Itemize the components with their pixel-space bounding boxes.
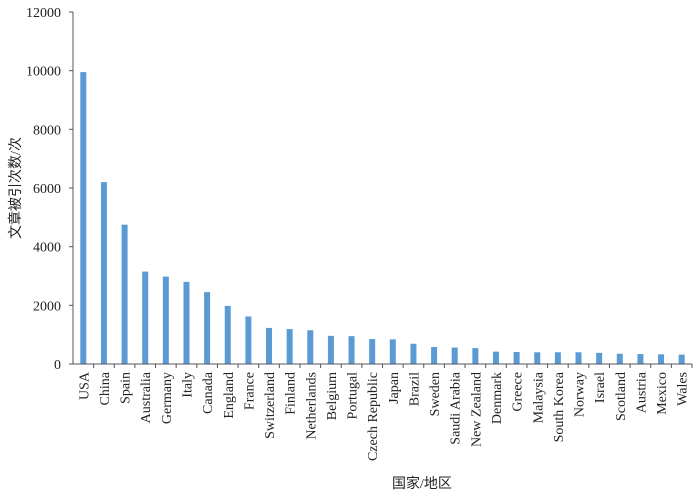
y-axis-label: 文章被引次数/次 [7, 137, 24, 239]
bar-czech-republic [369, 339, 376, 364]
y-axis: 0 2000 4000 6000 8000 10000 12000 [26, 6, 74, 373]
x-tick-label: England [222, 372, 237, 419]
bar-china [100, 182, 107, 364]
y-tick-label: 2000 [33, 299, 61, 314]
x-tick-label: Mexico [655, 372, 670, 415]
x-tick-label: Germany [160, 372, 175, 424]
y-tick-label: 8000 [33, 123, 61, 138]
bar-wales [678, 354, 685, 364]
x-tick-label: Finland [284, 372, 299, 415]
bar-south-korea [554, 352, 561, 364]
x-tick-label: Sweden [428, 372, 443, 416]
x-tick-label: Spain [119, 372, 134, 404]
y-tick-label: 0 [54, 358, 61, 373]
bar-austria [637, 354, 644, 364]
x-tick-label: Brazil [407, 372, 422, 406]
x-tick-label: Canada [201, 371, 216, 414]
bar-belgium [327, 335, 334, 364]
bar-brazil [410, 343, 417, 364]
bar-malaysia [534, 352, 541, 364]
x-tick-label: Italy [180, 372, 195, 398]
x-tick-label: Australia [139, 371, 154, 423]
x-tick-label: Norway [573, 372, 588, 417]
x-tick-label: China [98, 371, 113, 405]
x-tick-label: Scotland [614, 372, 629, 421]
y-tick-label: 10000 [26, 65, 61, 80]
bar-japan [389, 339, 396, 364]
bar-greece [513, 351, 520, 364]
bar-france [245, 316, 252, 364]
bar-mexico [658, 354, 665, 364]
x-tick-label: France [242, 372, 257, 410]
bar-netherlands [307, 330, 314, 364]
x-tick-label: Switzerland [263, 372, 278, 439]
x-tick-label: South Korea [552, 371, 567, 442]
x-axis: USA China Spain Australia Germany Italy Canada… [73, 363, 693, 461]
bar-portugal [348, 336, 355, 364]
x-tick-label: Saudi Arabia [449, 371, 464, 444]
bar-sweden [431, 346, 438, 364]
bar-saudi-arabia [451, 347, 458, 364]
bar-spain [121, 224, 128, 364]
bar-usa [80, 72, 87, 364]
x-tick-label: Israel [593, 372, 608, 403]
bars [80, 72, 685, 364]
y-tick-label: 4000 [33, 241, 61, 256]
bar-finland [286, 329, 293, 364]
x-tick-label: Netherlands [304, 372, 319, 440]
bar-norway [575, 352, 582, 364]
x-tick-label: Greece [511, 372, 526, 412]
bar-scotland [616, 353, 623, 364]
bar-denmark [492, 351, 499, 364]
bar-italy [183, 281, 190, 364]
x-tick-label: Czech Republic [366, 372, 381, 461]
x-tick-label: Malaysia [531, 371, 546, 423]
x-tick-label: Austria [634, 371, 649, 413]
bar-new-zealand [472, 348, 479, 364]
x-tick-label: Portugal [346, 372, 361, 420]
x-axis-label: 国家/地区 [392, 475, 452, 492]
bar-switzerland [266, 327, 273, 364]
bar-canada [204, 292, 211, 364]
x-tick-label: Wales [676, 372, 691, 406]
x-tick-label: Japan [387, 372, 402, 404]
y-tick-label: 12000 [26, 6, 61, 21]
bar-england [224, 305, 231, 364]
bar-australia [142, 271, 149, 364]
x-tick-label: USA [77, 371, 92, 400]
x-tick-label: New Zealand [469, 372, 484, 447]
y-tick-label: 6000 [33, 182, 61, 197]
bar-israel [596, 352, 603, 364]
x-tick-label: Denmark [490, 372, 505, 424]
x-tick-label: Belgium [325, 372, 340, 420]
bar-germany [162, 276, 169, 364]
